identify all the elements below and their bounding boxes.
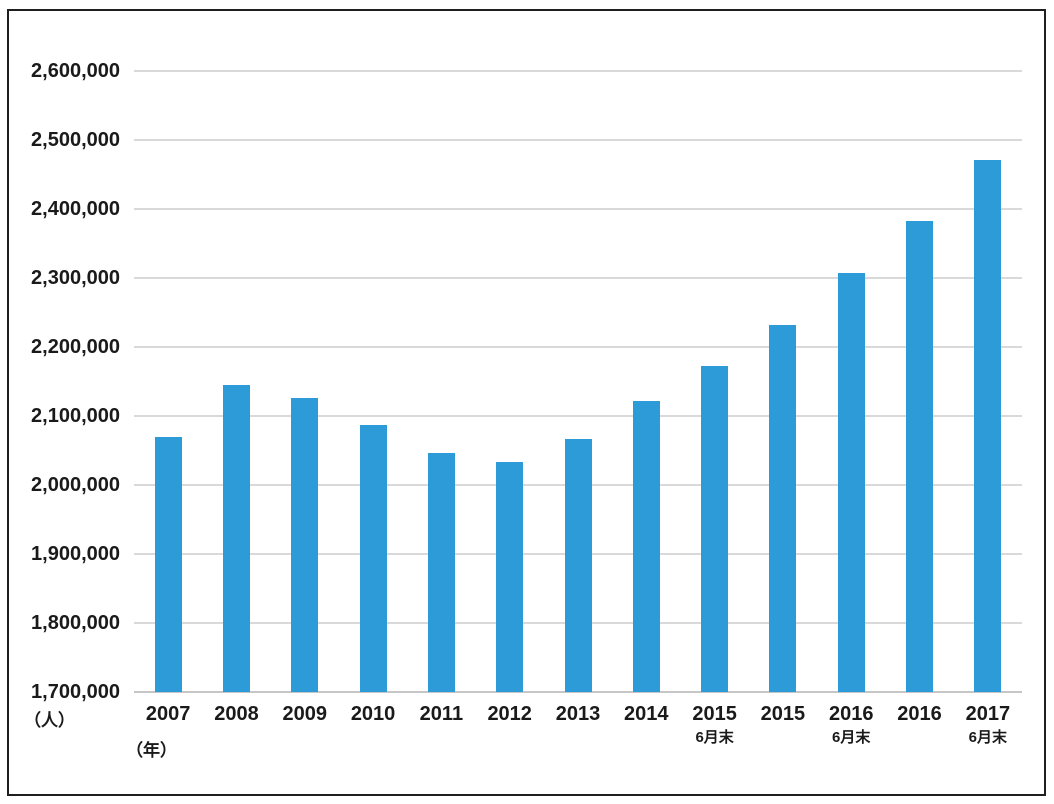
bar	[564, 439, 592, 692]
gridline	[134, 139, 1022, 141]
x-axis-tick-label: 2015	[735, 702, 831, 726]
x-axis-tick-label: 2017 6月末	[940, 702, 1036, 748]
x-axis-unit-label: （年）	[126, 741, 177, 760]
x-axis-tick-label: 2007	[120, 702, 216, 726]
bar	[222, 384, 250, 692]
gridline	[134, 70, 1022, 72]
bar	[701, 365, 729, 692]
x-tick-sublabel: 6月末	[832, 729, 871, 746]
x-tick-year: 2016	[897, 703, 942, 725]
y-axis-tick-label: 2,600,000	[31, 60, 120, 82]
gridline	[134, 277, 1022, 279]
bar	[837, 273, 865, 692]
x-tick-year: 2008	[214, 703, 259, 725]
x-tick-year: 2015	[692, 703, 737, 725]
bar	[154, 437, 182, 692]
x-axis-tick-label: 2012	[462, 702, 558, 726]
y-axis-tick-label: 1,800,000	[31, 612, 120, 634]
bar	[496, 461, 524, 692]
x-axis-line	[134, 691, 1022, 693]
bar	[359, 424, 387, 692]
y-axis-tick-label: 2,400,000	[31, 198, 120, 220]
x-axis-tick-label: 2016 6月末	[803, 702, 899, 748]
x-axis-tick-label: 2011	[393, 702, 489, 726]
x-tick-year: 2014	[624, 703, 669, 725]
gridline	[134, 208, 1022, 210]
x-axis-tick-label: 2013	[530, 702, 626, 726]
x-tick-year: 2011	[419, 703, 464, 725]
x-axis-tick-label: 2009	[257, 702, 353, 726]
y-axis-tick-label: 1,700,000	[31, 681, 120, 703]
y-axis-tick-label: 2,500,000	[31, 129, 120, 151]
bar	[291, 398, 319, 692]
x-tick-sublabel: 6月末	[968, 729, 1008, 746]
x-tick-year: 2009	[282, 703, 328, 725]
y-axis-tick-label: 2,300,000	[31, 267, 120, 289]
bar	[632, 400, 660, 692]
gridline	[134, 346, 1022, 348]
x-axis-tick-label: 2016	[872, 702, 968, 726]
x-axis-tick-label: 2015 6月末	[667, 702, 763, 748]
bar	[427, 452, 455, 692]
x-tick-year: 2013	[555, 703, 601, 725]
x-tick-year: 2012	[487, 703, 532, 725]
bar	[974, 160, 1002, 692]
x-tick-year: 2016	[828, 703, 874, 725]
bar	[769, 324, 797, 692]
x-tick-year: 2007	[145, 703, 191, 725]
y-axis-tick-label: 2,200,000	[31, 336, 120, 358]
y-axis-unit-label: （人）	[24, 711, 75, 730]
x-axis-tick-label: 2014	[598, 702, 694, 726]
y-axis-tick-label: 2,000,000	[31, 474, 120, 496]
x-axis-tick-label: 2008	[188, 702, 284, 726]
y-axis-tick-label: 1,900,000	[31, 543, 120, 565]
x-tick-sublabel: 6月末	[695, 729, 734, 746]
y-axis-tick-label: 2,100,000	[31, 405, 120, 427]
gridline	[134, 415, 1022, 417]
bar	[906, 220, 934, 692]
x-tick-year: 2010	[350, 703, 396, 725]
x-tick-year: 2015	[760, 703, 806, 725]
x-axis-tick-label: 2010	[325, 702, 421, 726]
x-tick-year: 2017	[965, 703, 1011, 725]
